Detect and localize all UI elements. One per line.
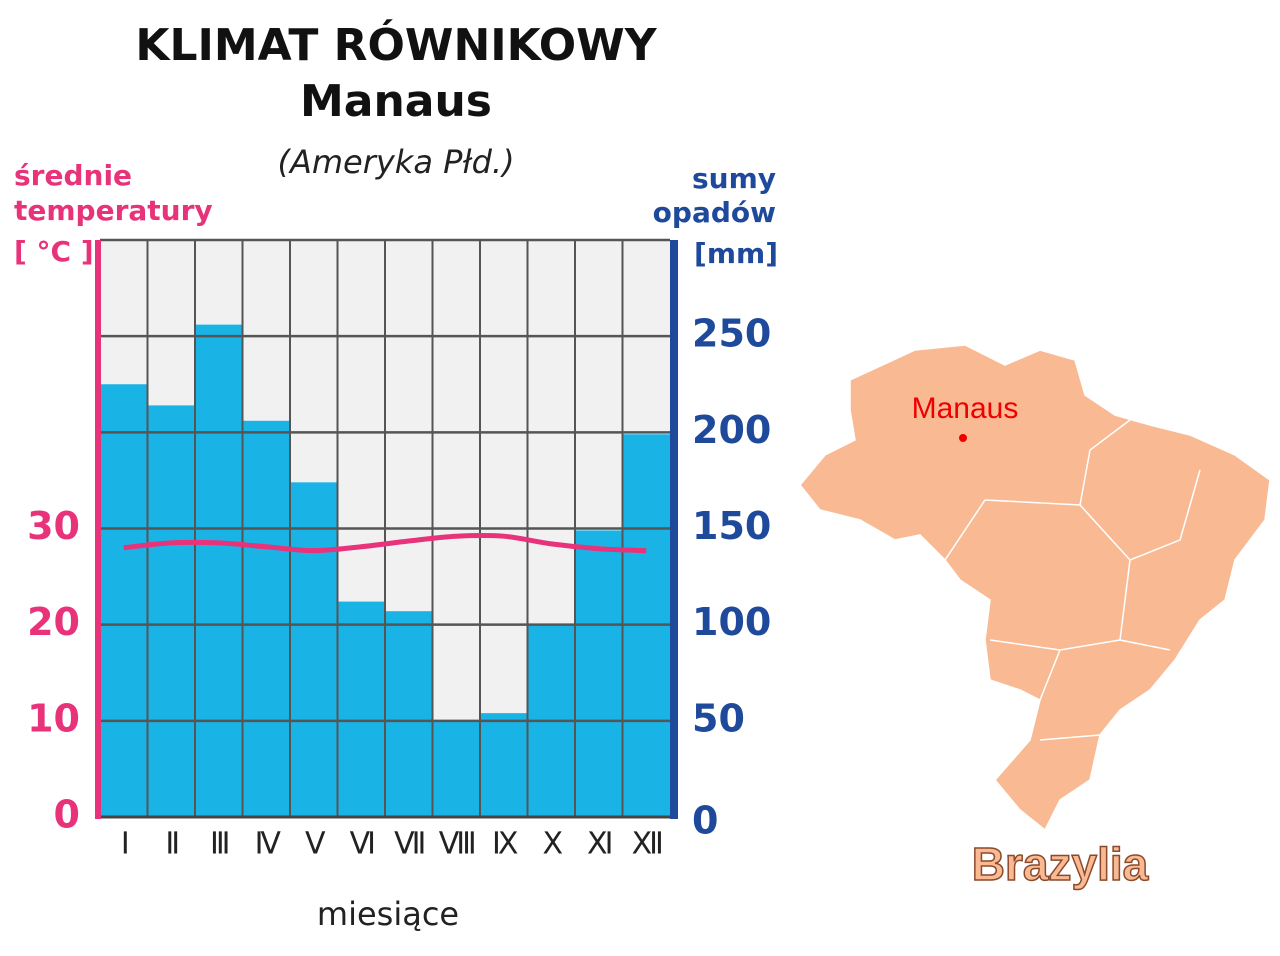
x-tick-label: III [210,827,228,862]
region-label: (Ameryka Płd.) [277,143,514,181]
x-tick-label: II [165,827,177,862]
x-tick-label: VIII [439,827,474,862]
x-tick-label: VII [394,827,423,862]
x-tick-label: V [305,827,326,862]
map-city-dot [959,434,967,442]
x-tick-label: VI [350,827,374,862]
y2-tick-label: 200 [692,408,771,452]
y-axis-title: temperatury [14,194,213,227]
map-borders [944,419,1201,741]
chart-title: KLIMAT RÓWNIKOWY [135,18,657,71]
x-tick-label: I [121,827,127,862]
y2-axis-title: sumy [692,162,776,195]
bar [195,324,243,817]
y2-axis-title: [mm] [694,237,778,270]
bar [337,601,385,817]
y-tick-label: 20 [27,600,80,644]
bar [432,720,480,817]
map-country-label: Brazylia [972,838,1149,890]
y-tick-label: 30 [27,504,80,548]
map-city-label: Manaus [912,392,1019,425]
x-tick-label: XI [587,827,611,862]
x-tick-label: IV [255,827,282,862]
bar [480,713,528,817]
y2-tick-label: 50 [692,696,745,740]
y-axis-title: średnie [14,159,132,192]
bar [385,611,433,817]
x-tick-label: X [542,827,562,862]
y2-axis-title: opadów [653,196,776,229]
bar [147,405,195,817]
y-axis-title: [ °C ] [14,235,94,268]
y2-tick-label: 250 [692,312,771,356]
x-tick-label: XII [632,827,661,862]
map-country [799,344,1271,832]
x-axis-title: miesiące [317,895,459,933]
bar [575,530,623,817]
bar [290,482,338,817]
bar [100,384,148,817]
x-tick-label: IX [492,827,518,862]
temperature-line [123,532,647,554]
y2-tick-label: 0 [692,799,718,843]
y2-tick-label: 150 [692,504,771,548]
chart-subtitle: Manaus [300,76,492,127]
y2-tick-label: 100 [692,600,771,644]
y-tick-label: 10 [27,696,80,740]
bar [242,420,290,817]
y-tick-label: 0 [54,793,80,837]
map: Manaus Brazylia [799,344,1271,891]
